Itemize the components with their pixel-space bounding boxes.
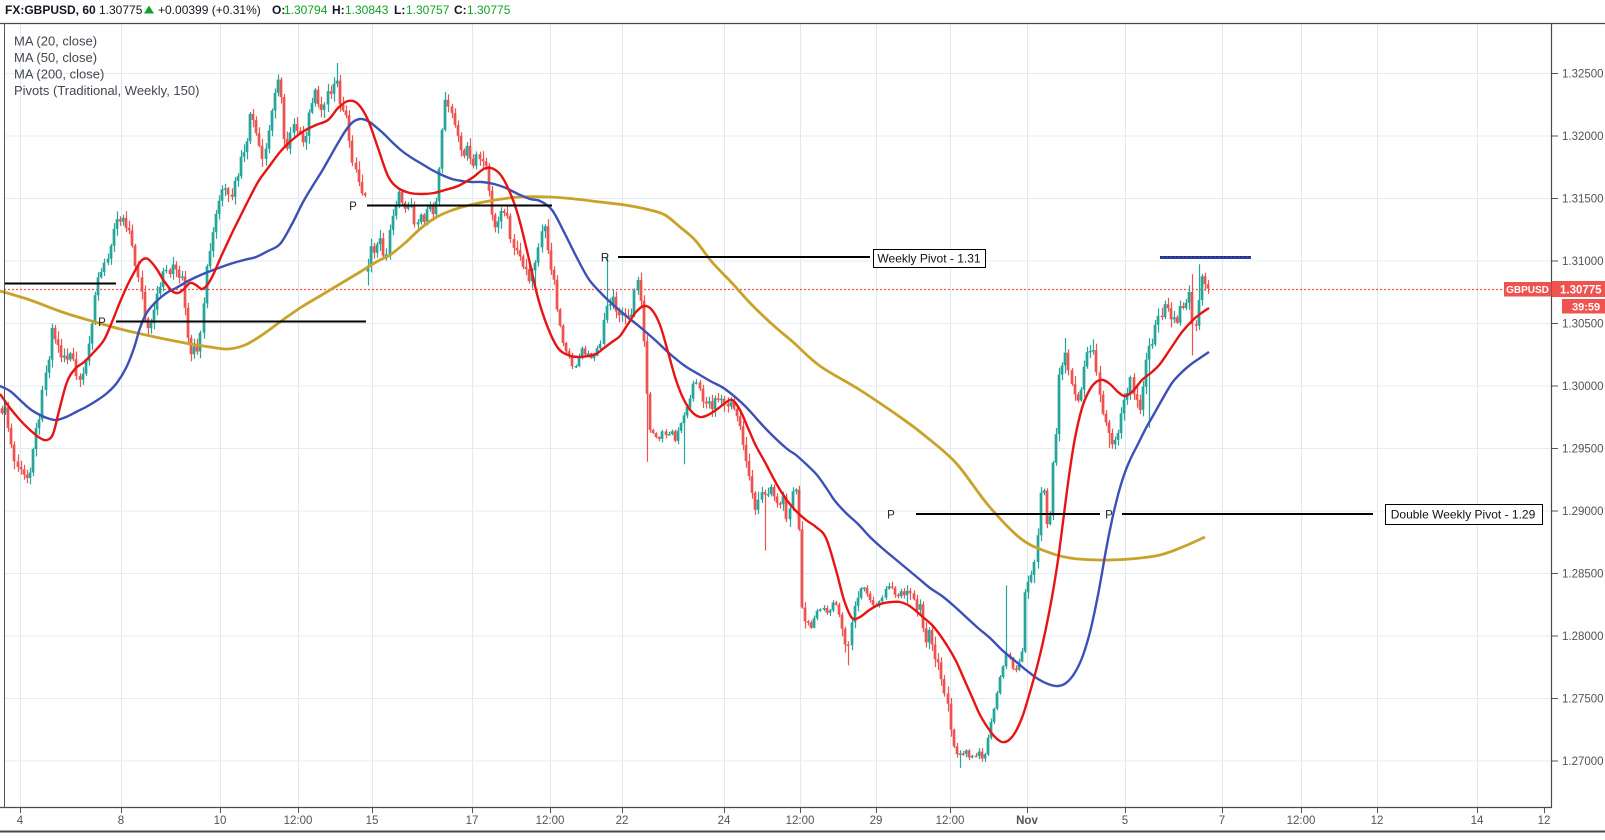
- svg-text:7: 7: [1219, 815, 1225, 827]
- svg-text:5: 5: [1122, 815, 1128, 827]
- svg-text:1.30794: 1.30794: [284, 3, 328, 17]
- svg-text:1.28000: 1.28000: [1562, 631, 1604, 643]
- svg-text:O:: O:: [272, 3, 285, 17]
- svg-text:14: 14: [1471, 815, 1484, 827]
- svg-text:12:00: 12:00: [284, 815, 313, 827]
- svg-text:4: 4: [17, 815, 24, 827]
- svg-text:1.27500: 1.27500: [1562, 694, 1604, 706]
- svg-text:1.30775: 1.30775: [99, 3, 143, 17]
- svg-text:MA (200, close): MA (200, close): [14, 67, 104, 82]
- svg-text:29: 29: [870, 815, 883, 827]
- svg-text:P: P: [887, 510, 895, 522]
- svg-text:R: R: [601, 253, 609, 265]
- svg-text:1.30757: 1.30757: [406, 3, 450, 17]
- svg-text:39:59: 39:59: [1572, 302, 1600, 314]
- svg-text:P: P: [98, 317, 106, 329]
- svg-text:12: 12: [1371, 815, 1384, 827]
- svg-text:Weekly Pivot - 1.31: Weekly Pivot - 1.31: [877, 252, 980, 266]
- svg-text:24: 24: [718, 815, 731, 827]
- svg-text:1.30500: 1.30500: [1562, 319, 1604, 331]
- svg-text:Nov: Nov: [1016, 815, 1038, 827]
- svg-text:1.30000: 1.30000: [1562, 381, 1604, 393]
- svg-text:1.30775: 1.30775: [1560, 285, 1602, 297]
- svg-text:15: 15: [366, 815, 379, 827]
- svg-text:10: 10: [214, 815, 227, 827]
- svg-text:12: 12: [1538, 815, 1551, 827]
- svg-text:H:: H:: [332, 3, 345, 17]
- svg-text:P: P: [349, 201, 357, 213]
- svg-text:22: 22: [616, 815, 629, 827]
- svg-text:12:00: 12:00: [1287, 815, 1316, 827]
- svg-text:MA (20, close): MA (20, close): [14, 34, 97, 49]
- svg-text:8: 8: [118, 815, 124, 827]
- svg-text:Pivots (Traditional, Weekly, 1: Pivots (Traditional, Weekly, 150): [14, 83, 199, 98]
- svg-text:+0.00399 (+0.31%): +0.00399 (+0.31%): [158, 3, 261, 17]
- svg-text:1.30843: 1.30843: [345, 3, 389, 17]
- svg-text:FX:GBPUSD, 60: FX:GBPUSD, 60: [5, 3, 96, 17]
- svg-text:1.27000: 1.27000: [1562, 756, 1604, 768]
- svg-text:1.31500: 1.31500: [1562, 194, 1604, 206]
- svg-text:1.30775: 1.30775: [467, 3, 511, 17]
- svg-text:C:: C:: [454, 3, 467, 17]
- svg-text:12:00: 12:00: [786, 815, 815, 827]
- svg-text:17: 17: [466, 815, 479, 827]
- svg-text:1.31000: 1.31000: [1562, 256, 1604, 268]
- svg-text:1.29500: 1.29500: [1562, 444, 1604, 456]
- svg-text:1.28500: 1.28500: [1562, 569, 1604, 581]
- svg-text:GBPUSD: GBPUSD: [1506, 285, 1549, 296]
- svg-text:Double Weekly Pivot - 1.29: Double Weekly Pivot - 1.29: [1391, 508, 1536, 522]
- svg-text:12:00: 12:00: [536, 815, 565, 827]
- svg-text:P: P: [1105, 510, 1113, 522]
- svg-text:1.32000: 1.32000: [1562, 131, 1604, 143]
- svg-text:1.32500: 1.32500: [1562, 69, 1604, 81]
- svg-text:L:: L:: [394, 3, 405, 17]
- svg-text:12:00: 12:00: [936, 815, 965, 827]
- svg-text:MA (50, close): MA (50, close): [14, 50, 97, 65]
- svg-text:1.29000: 1.29000: [1562, 506, 1604, 518]
